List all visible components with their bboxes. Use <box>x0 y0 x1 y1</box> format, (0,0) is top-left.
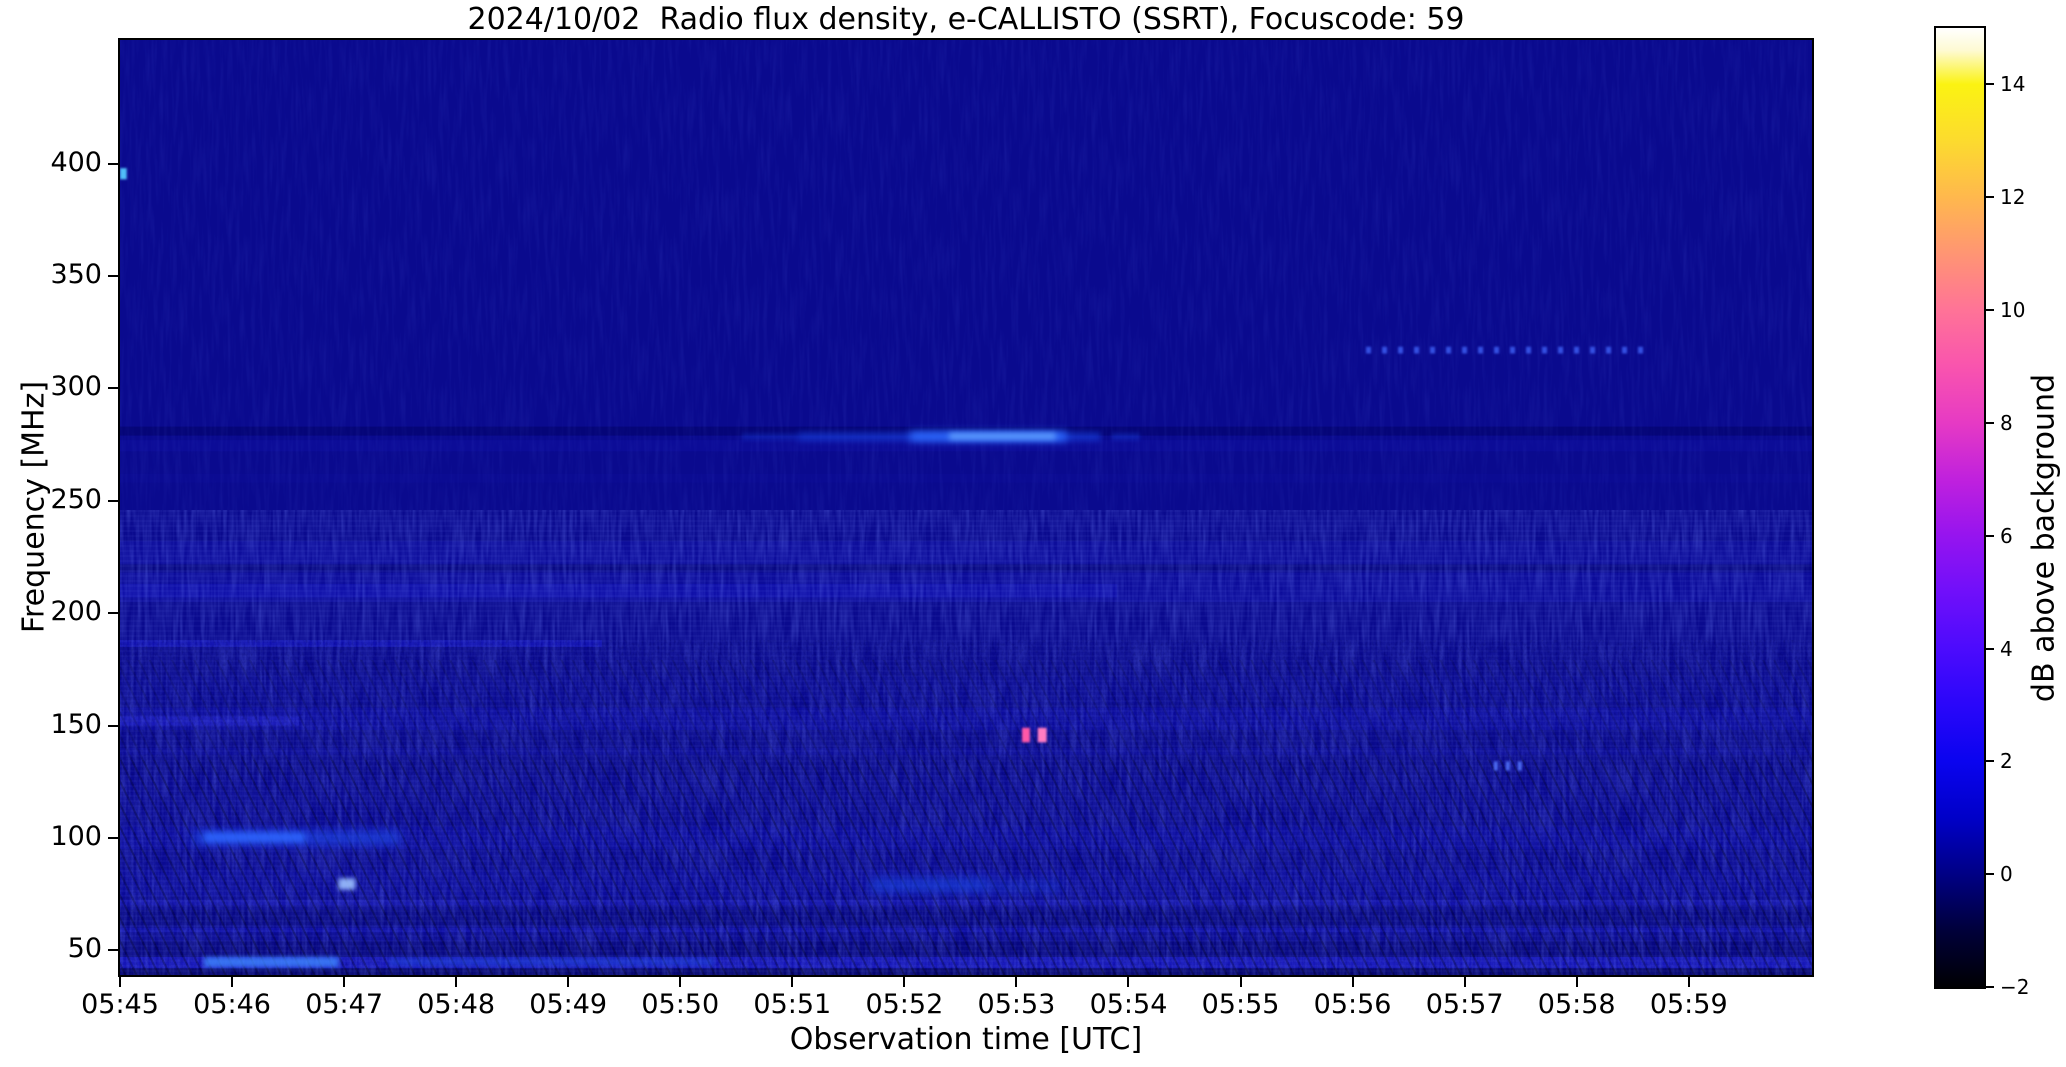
colorbar-tick-label: −2 <box>2000 975 2030 999</box>
streak 278 MHz right faint dash <box>1111 433 1140 441</box>
x-tick-mark <box>1351 977 1354 987</box>
colorbar-tick-mark <box>1986 421 1994 424</box>
colorbar-tick-mark <box>1986 760 1994 763</box>
y-tick-mark <box>108 162 118 165</box>
x-tick-mark <box>679 977 682 987</box>
x-tick-mark <box>1575 977 1578 987</box>
colorbar-tick-mark <box>1986 534 1994 537</box>
colorbar-tick-mark <box>1986 873 1994 876</box>
cyan dot 396 MHz at left edge <box>120 168 127 180</box>
bright spot ~80 MHz <box>338 878 356 890</box>
y-tick-mark <box>108 387 118 390</box>
y-tick-label: 50 <box>67 933 102 965</box>
y-tick-mark <box>108 612 118 615</box>
colorbar <box>1934 26 1986 989</box>
x-tick-label: 05:53 <box>977 989 1056 1020</box>
colorbar-tick-label: 0 <box>2000 862 2013 887</box>
x-tick-mark <box>343 977 346 987</box>
y-tick-mark <box>108 949 118 952</box>
x-tick-label: 05:45 <box>81 989 159 1020</box>
x-tick-label: 05:47 <box>305 989 383 1020</box>
colorbar-tick-label: 2 <box>2000 749 2013 774</box>
colorbar-tick-label: 4 <box>2000 636 2013 661</box>
y-tick-mark <box>108 499 118 502</box>
colorbar-tick-label: 14 <box>2000 72 2026 97</box>
colorbar-tick-mark <box>1986 83 1994 86</box>
y-tick-mark <box>108 836 118 839</box>
y-tick-label: 100 <box>50 820 102 852</box>
patch tail ~79 MHz <box>988 880 1062 892</box>
x-tick-mark <box>567 977 570 987</box>
colorbar-tick-label: 12 <box>2000 185 2026 210</box>
colorbar-tick-mark <box>1986 309 1994 312</box>
x-tick-mark <box>1239 977 1242 987</box>
bright segment ~44 MHz <box>204 957 339 968</box>
colorbar-tick-mark <box>1986 986 1994 988</box>
y-tick-label: 200 <box>50 596 102 628</box>
x-tick-mark <box>455 977 458 987</box>
x-tick-mark <box>231 977 234 987</box>
streak 278 MHz peak <box>949 432 1056 440</box>
x-tick-label: 05:52 <box>865 989 944 1020</box>
diagonal-hatch <box>120 760 1812 975</box>
pink burst A ~145 MHz <box>1022 727 1030 743</box>
colorbar-tick-mark <box>1986 647 1994 650</box>
y-tick-mark <box>108 724 118 727</box>
moderate segment ~44 MHz <box>388 958 714 967</box>
x-tick-label: 05:57 <box>1425 989 1504 1020</box>
y-tick-label: 350 <box>50 258 102 290</box>
patch ~79 MHz <box>870 878 989 892</box>
x-axis-label: Observation time [UTC] <box>789 1022 1143 1057</box>
x-tick-label: 05:50 <box>641 989 720 1020</box>
y-tick-label: 400 <box>50 146 102 178</box>
diagonal-hatch-faint <box>120 660 1812 760</box>
x-tick-label: 05:46 <box>193 989 271 1020</box>
x-tick-label: 05:51 <box>753 989 832 1020</box>
x-tick-label: 05:56 <box>1313 989 1392 1020</box>
y-tick-label: 250 <box>50 483 102 515</box>
x-tick-label: 05:49 <box>529 989 608 1020</box>
x-tick-label: 05:58 <box>1537 989 1616 1020</box>
streak 278 MHz left faint dashes <box>741 433 798 441</box>
x-tick-label: 05:54 <box>1089 989 1168 1020</box>
colorbar-tick-mark <box>1986 196 1994 199</box>
x-tick-mark <box>903 977 906 987</box>
x-tick-label: 05:48 <box>417 989 496 1020</box>
y-tick-label: 150 <box>50 708 102 740</box>
y-tick-label: 300 <box>50 371 102 403</box>
bright patch ~100 MHz core <box>204 832 305 843</box>
x-tick-mark <box>791 977 794 987</box>
spectrogram-image <box>120 40 1812 975</box>
chart-title: 2024/10/02 Radio flux density, e-CALLIST… <box>467 2 1465 37</box>
x-tick-label: 05:59 <box>1649 989 1728 1020</box>
colorbar-label: dB above background <box>2026 373 2062 703</box>
x-tick-mark <box>1015 977 1018 987</box>
plot-area <box>118 38 1814 977</box>
x-tick-label: 05:55 <box>1201 989 1280 1020</box>
spectrogram-features <box>120 168 1650 968</box>
colorbar-tick-label: 10 <box>2000 298 2026 323</box>
x-tick-mark <box>1687 977 1690 987</box>
colorbar-gradient <box>1936 28 1984 987</box>
pink burst B ~145 MHz <box>1037 727 1047 743</box>
x-tick-mark <box>1127 977 1130 987</box>
y-tick-mark <box>108 274 118 277</box>
colorbar-tick-label: 8 <box>2000 410 2013 435</box>
colorbar-tick-label: 6 <box>2000 523 2013 548</box>
x-tick-mark <box>1463 977 1466 987</box>
x-tick-mark <box>119 977 121 987</box>
